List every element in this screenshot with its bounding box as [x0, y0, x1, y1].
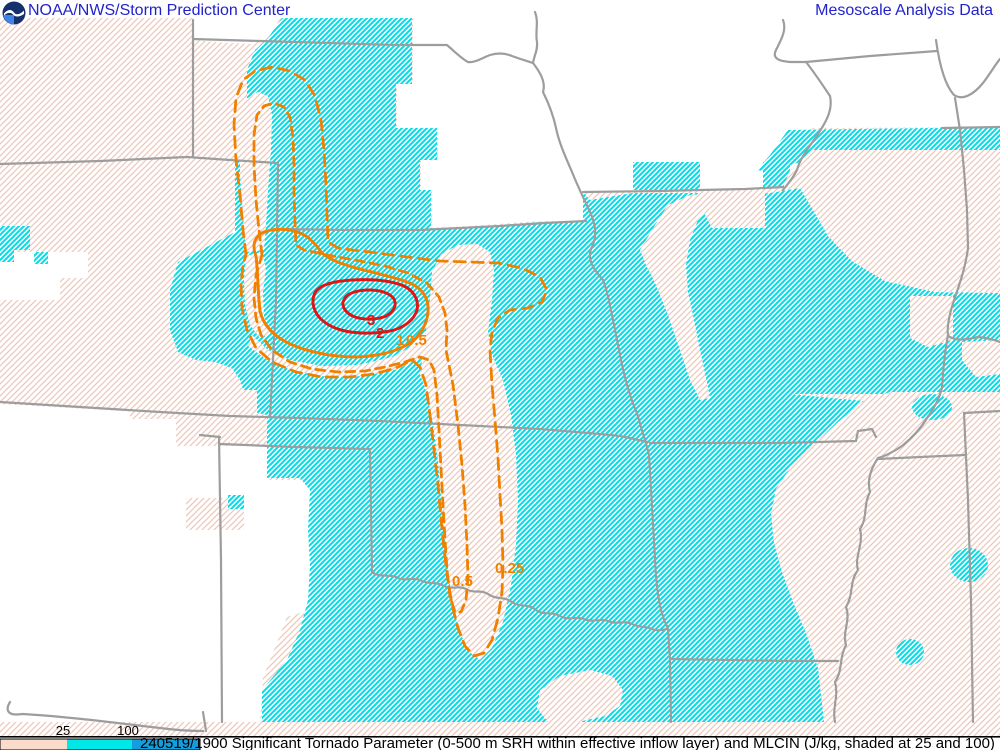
shading-none: [0, 18, 1000, 722]
contour-labels: 3 2 1 0.5 0.5 0.25: [367, 312, 524, 590]
noaa-logo-icon: [2, 1, 26, 25]
contour-0.5: [252, 101, 470, 614]
legend-separator: [0, 736, 1000, 738]
header-subtitle[interactable]: Mesoscale Analysis Data: [815, 2, 993, 19]
colorbar-tick-25: 25: [56, 723, 70, 738]
contour-2: [311, 278, 419, 335]
colorbar-segment-moderate: [67, 739, 132, 750]
shading-mlcin-moderate: [0, 18, 1000, 722]
contour-1: [252, 227, 430, 359]
contour-label-3: 3: [367, 312, 375, 329]
state-borders: [0, 10, 1000, 733]
header-title[interactable]: NOAA/NWS/Storm Prediction Center: [28, 2, 291, 19]
contour-0.25: [232, 65, 549, 658]
contour-label-2: 2: [376, 325, 384, 342]
colorbar-segment-weak: [0, 739, 67, 750]
contour-label-05-a: 0.5: [406, 332, 427, 349]
map-caption: 240519/1900 Significant Tornado Paramete…: [140, 735, 995, 750]
contour-label-05-b: 0.5: [452, 573, 473, 590]
contour-label-1: 1: [396, 332, 404, 349]
contour-3: [341, 288, 397, 321]
contour-label-025: 0.25: [495, 560, 524, 577]
colorbar-segment-strong: [132, 739, 200, 750]
legend: 25 100 240519/1900 Significant Tornado P…: [0, 723, 1000, 750]
colorbar-tick-100: 100: [117, 723, 139, 738]
sigtor-contours: [232, 65, 549, 658]
